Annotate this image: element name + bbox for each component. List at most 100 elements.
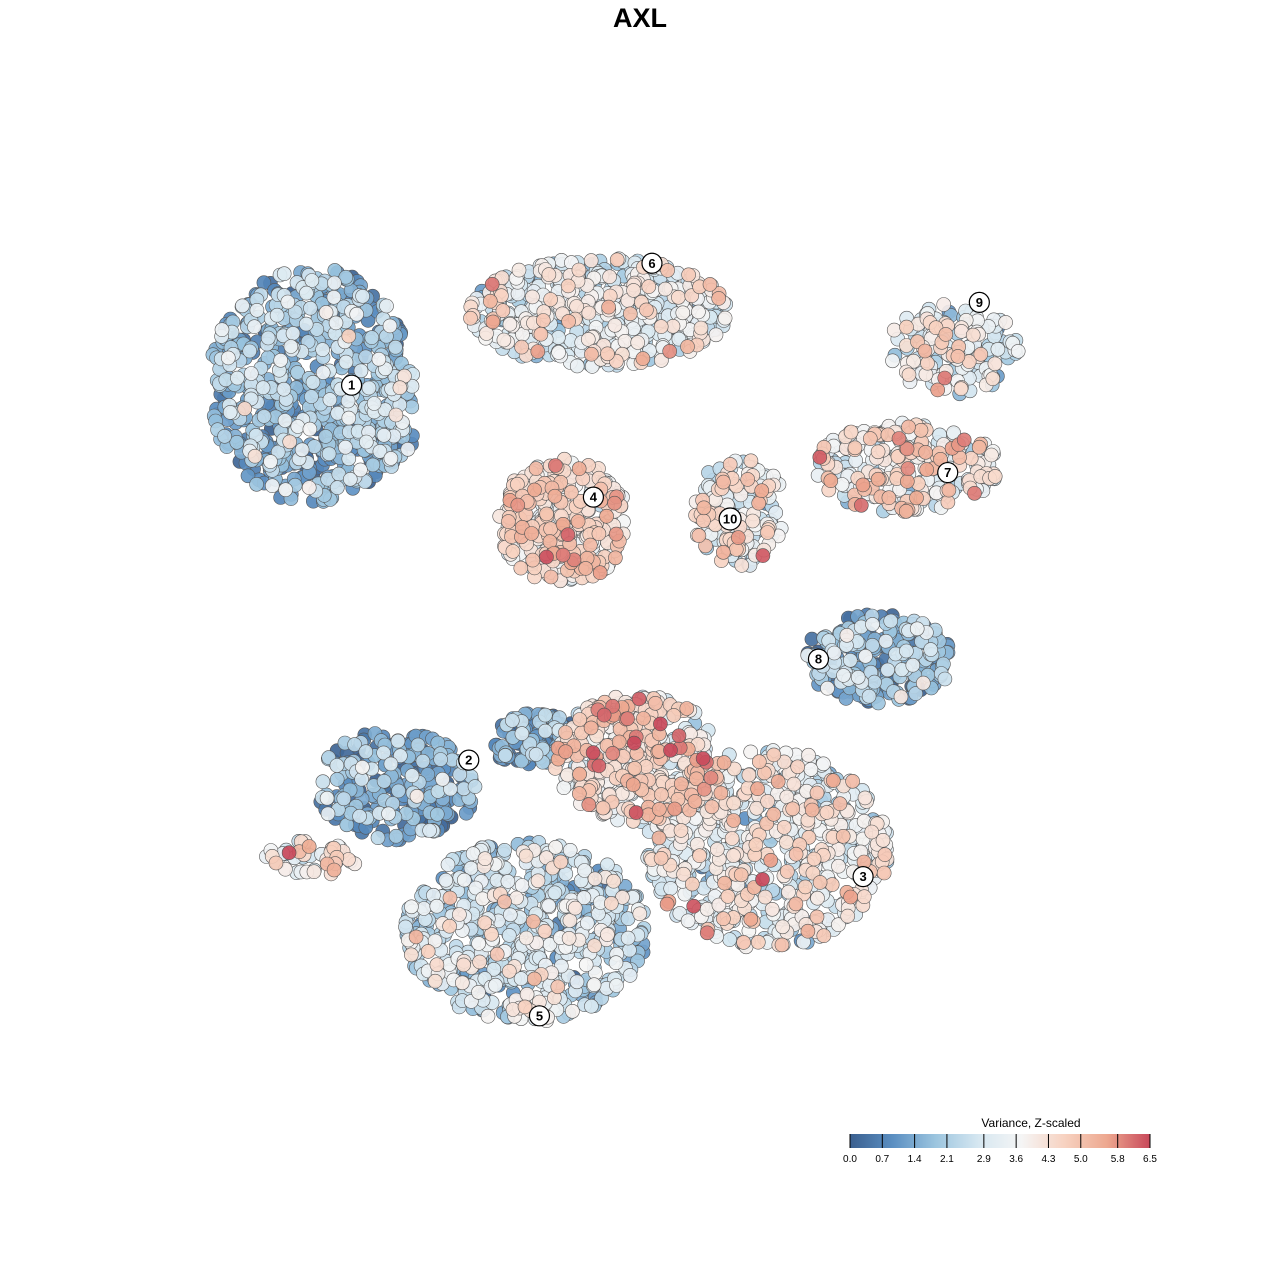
data-point (260, 330, 276, 346)
cluster-label-10: 10 (718, 507, 742, 531)
data-point (276, 266, 292, 282)
data-point (280, 294, 296, 310)
data-point (581, 797, 597, 813)
legend-tick-label: 5.8 (1111, 1154, 1125, 1165)
cluster-label-text: 1 (348, 378, 355, 393)
legend-tick-label: 6.5 (1143, 1154, 1157, 1165)
data-point (376, 773, 392, 789)
data-point (803, 762, 819, 777)
data-point (781, 884, 796, 900)
data-point (541, 267, 557, 282)
data-point (671, 289, 686, 305)
data-point (269, 307, 285, 323)
data-point (442, 890, 458, 906)
data-point (398, 919, 413, 935)
data-point (810, 890, 825, 906)
data-point (550, 979, 566, 995)
data-point (525, 552, 541, 568)
data-point (329, 772, 345, 787)
data-point (750, 934, 766, 950)
data-point (775, 919, 790, 935)
data-point (779, 834, 794, 850)
data-point (364, 330, 380, 345)
data-point (358, 744, 374, 760)
data-point (255, 380, 271, 396)
data-point (715, 544, 731, 560)
data-point (530, 344, 546, 359)
data-point (717, 310, 733, 326)
data-point (776, 820, 792, 835)
data-point (320, 806, 336, 822)
data-point (631, 691, 647, 707)
data-point (917, 343, 933, 359)
data-point (485, 314, 501, 330)
data-point (600, 857, 615, 873)
data-point (653, 716, 668, 732)
data-point (691, 304, 706, 320)
data-point (806, 851, 822, 867)
data-point (941, 482, 957, 498)
cluster-label-text: 5 (536, 1008, 543, 1023)
data-point (920, 355, 935, 371)
data-point (514, 726, 530, 741)
data-point (365, 457, 381, 473)
data-point (315, 774, 331, 790)
data-point (751, 754, 767, 770)
data-point (878, 633, 894, 649)
data-point (788, 896, 804, 912)
data-point (404, 768, 420, 783)
data-point (513, 971, 529, 986)
data-point (750, 781, 765, 797)
data-point (383, 451, 399, 466)
data-point (301, 839, 317, 854)
data-point (600, 346, 615, 362)
legend-tick-label: 5.0 (1074, 1154, 1088, 1165)
data-point (472, 954, 487, 970)
data-point (608, 955, 624, 971)
data-point (500, 874, 516, 889)
data-point (901, 419, 916, 435)
data-point (484, 276, 500, 292)
data-point (302, 421, 318, 437)
data-point (341, 328, 357, 344)
legend-tick-label: 2.9 (977, 1154, 991, 1165)
data-point (885, 353, 900, 369)
data-point (809, 909, 825, 925)
data-point (865, 617, 880, 632)
data-point (855, 477, 871, 493)
data-point (263, 454, 278, 469)
data-point (306, 439, 322, 454)
data-point (726, 813, 741, 828)
data-point (622, 968, 638, 983)
cluster-label-2: 2 (458, 749, 480, 771)
data-point (741, 767, 757, 783)
data-point (430, 784, 446, 799)
data-point (543, 569, 559, 585)
data-point (843, 889, 858, 905)
data-point (572, 712, 588, 727)
data-point (636, 711, 651, 726)
data-point (901, 367, 917, 383)
data-point (870, 444, 886, 460)
data-point (304, 389, 319, 404)
legend-tick-label: 3.6 (1009, 1154, 1023, 1165)
data-point (322, 392, 338, 407)
data-point (812, 449, 828, 465)
data-point (338, 439, 353, 455)
data-point (599, 508, 614, 524)
data-point (582, 537, 598, 553)
data-point (518, 930, 534, 946)
data-point (429, 898, 445, 914)
data-point (950, 349, 966, 364)
data-point (956, 432, 972, 448)
data-point (891, 431, 907, 446)
data-point (702, 277, 718, 292)
data-point (294, 442, 310, 458)
data-point (543, 292, 558, 307)
cluster-label-text: 6 (648, 256, 655, 271)
data-point (671, 728, 687, 744)
data-point (628, 805, 644, 820)
data-point (551, 330, 566, 345)
data-point (630, 335, 646, 350)
data-point (608, 550, 623, 566)
